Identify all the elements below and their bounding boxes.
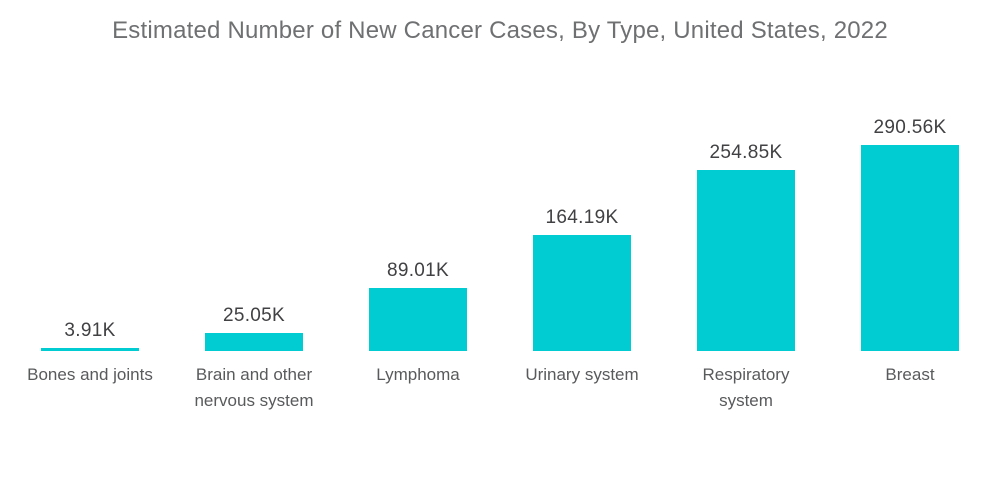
bar-chart: 3.91K Bones and joints 25.05K Brain and oth…: [8, 60, 992, 414]
bar-category-label: Urinary system: [525, 365, 639, 384]
bar-column: 164.19K Urinary system: [500, 60, 664, 414]
bar: [533, 235, 631, 351]
bar-column: 89.01K Lymphoma: [336, 60, 500, 414]
bar: [41, 348, 139, 351]
bar-stack: 254.85K: [697, 60, 795, 351]
bar-column: 25.05K Brain and other nervous system: [172, 60, 336, 414]
bar-value-label: 25.05K: [222, 305, 286, 326]
bar-category-label: Respiratory system: [702, 365, 790, 410]
bar-category-label: Breast: [885, 365, 935, 384]
bar-value-label: 3.91K: [64, 320, 116, 341]
bar-value-label: 89.01K: [386, 260, 450, 281]
bar-stack: 290.56K: [861, 60, 959, 351]
bar: [861, 145, 959, 351]
bar-category-label: Brain and other nervous system: [194, 365, 314, 410]
bar-value-label: 290.56K: [873, 117, 947, 138]
bar-column: 3.91K Bones and joints: [8, 60, 172, 414]
bar-column: 290.56K Breast: [828, 60, 992, 414]
bar: [369, 288, 467, 351]
bar-value-label: 164.19K: [545, 207, 619, 228]
bar: [205, 333, 303, 351]
bar-stack: 3.91K: [41, 60, 139, 351]
bar-stack: 25.05K: [205, 60, 303, 351]
bar-category-label: Lymphoma: [376, 365, 460, 384]
bar-stack: 89.01K: [369, 60, 467, 351]
chart-title: Estimated Number of New Cancer Cases, By…: [112, 17, 888, 44]
bar-category-label: Bones and joints: [27, 365, 153, 384]
bar-stack: 164.19K: [533, 60, 631, 351]
bar: [697, 170, 795, 351]
bar-column: 254.85K Respiratory system: [664, 60, 828, 414]
bar-value-label: 254.85K: [709, 142, 783, 163]
